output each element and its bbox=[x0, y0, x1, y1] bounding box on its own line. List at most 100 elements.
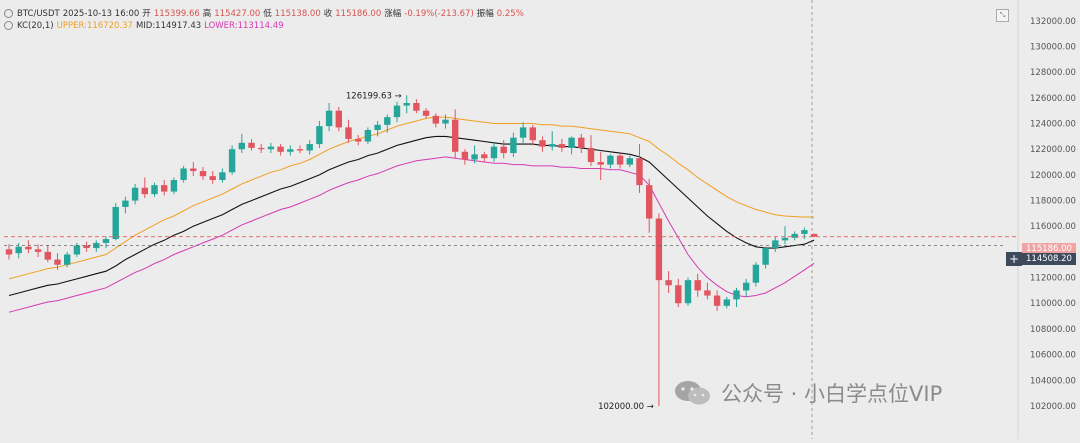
candle bbox=[325, 103, 333, 132]
candle bbox=[141, 177, 148, 198]
candle-body bbox=[228, 149, 236, 173]
candle-body bbox=[568, 137, 575, 148]
candle-body bbox=[384, 117, 391, 125]
low-annotation: 102000.00 → bbox=[598, 402, 654, 412]
amplitude-label: 振幅 bbox=[476, 9, 494, 19]
candle bbox=[801, 227, 808, 240]
indicator-eye-icon[interactable] bbox=[4, 21, 13, 30]
candle-body bbox=[665, 280, 672, 286]
close-value: 115186.00 bbox=[335, 9, 382, 19]
close-label: 收 bbox=[323, 9, 333, 19]
candle-body bbox=[141, 187, 148, 195]
candle-body bbox=[490, 146, 498, 159]
indicator-name: KC(20,1) bbox=[17, 21, 54, 31]
candle-body bbox=[267, 146, 275, 150]
datetime-label: 2025-10-13 16:00 bbox=[62, 9, 140, 19]
candle-body bbox=[403, 103, 410, 106]
candle-body bbox=[626, 158, 633, 165]
candle-body bbox=[151, 185, 158, 195]
candle bbox=[510, 132, 517, 157]
candle-body bbox=[616, 155, 624, 165]
candle-body bbox=[646, 185, 653, 219]
candle-body bbox=[83, 245, 90, 249]
candle-body bbox=[684, 280, 692, 304]
candle-body bbox=[762, 248, 769, 265]
candle bbox=[597, 151, 604, 181]
candle-body bbox=[519, 127, 527, 138]
candle bbox=[549, 131, 556, 151]
candle bbox=[384, 114, 391, 133]
candle-body bbox=[209, 176, 216, 181]
candle-body bbox=[277, 146, 284, 152]
candle-body bbox=[772, 240, 779, 249]
candle-body bbox=[364, 129, 372, 142]
candle bbox=[646, 178, 653, 233]
candle bbox=[723, 296, 730, 309]
low-label: 低 bbox=[263, 9, 272, 19]
crosshair-plus-icon[interactable]: + bbox=[1006, 252, 1022, 266]
candle-body bbox=[102, 239, 110, 243]
candle bbox=[587, 135, 595, 166]
change-label: 涨幅 bbox=[384, 9, 402, 19]
candle-body bbox=[442, 119, 449, 124]
candle-body bbox=[529, 127, 536, 141]
candle-body bbox=[335, 110, 342, 128]
candle-body bbox=[287, 149, 294, 152]
candle-body bbox=[180, 168, 187, 181]
kc-lower-value: LOWER:113114.49 bbox=[204, 21, 284, 31]
candle bbox=[762, 246, 769, 269]
candle-body bbox=[510, 137, 517, 154]
candle bbox=[364, 127, 372, 145]
candle bbox=[267, 142, 275, 154]
candle bbox=[713, 290, 721, 311]
candle-body bbox=[413, 103, 420, 111]
candle bbox=[180, 165, 187, 183]
kc-mid-value: MID:114917.43 bbox=[135, 21, 202, 31]
candle-body bbox=[743, 282, 750, 291]
candle bbox=[442, 114, 449, 129]
candle bbox=[335, 106, 342, 132]
candle bbox=[199, 167, 207, 181]
candle bbox=[743, 278, 750, 297]
candle bbox=[461, 149, 469, 165]
candle bbox=[539, 136, 546, 152]
expand-icon[interactable]: ⤡ bbox=[996, 9, 1009, 22]
candle bbox=[733, 287, 740, 308]
last-price-tag: 115186.00 bbox=[1022, 243, 1076, 255]
candle bbox=[102, 236, 110, 249]
candle bbox=[519, 122, 527, 145]
candle bbox=[131, 183, 139, 205]
candle-body bbox=[558, 144, 566, 148]
candle-body bbox=[258, 147, 265, 150]
candle bbox=[296, 145, 304, 154]
candle-body bbox=[190, 168, 197, 172]
candle-body bbox=[597, 162, 604, 165]
change-value: -0.19%(-213.67) bbox=[404, 9, 474, 19]
candle-body bbox=[325, 110, 333, 127]
y-tick-label: 120000.00 bbox=[1030, 171, 1076, 181]
candle bbox=[636, 144, 643, 193]
y-tick-label: 102000.00 bbox=[1030, 402, 1076, 412]
candle-body bbox=[500, 146, 507, 154]
y-tick-label: 132000.00 bbox=[1030, 17, 1076, 27]
candle bbox=[219, 168, 226, 183]
candle-body bbox=[374, 124, 381, 130]
candle-body bbox=[112, 206, 119, 240]
candle bbox=[781, 226, 789, 245]
candle bbox=[471, 145, 478, 164]
visibility-eye-icon[interactable] bbox=[4, 9, 13, 18]
candle bbox=[578, 133, 585, 154]
y-tick-label: 122000.00 bbox=[1030, 145, 1076, 155]
candle-body bbox=[432, 115, 439, 124]
y-tick-label: 112000.00 bbox=[1030, 274, 1076, 284]
low-value: 115138.00 bbox=[274, 9, 321, 19]
kc-upper-line bbox=[8, 116, 815, 280]
candle bbox=[287, 145, 294, 156]
candle-body bbox=[44, 251, 51, 260]
candle bbox=[568, 136, 575, 155]
candle bbox=[432, 113, 439, 128]
symbol-label: BTC/USDT bbox=[17, 9, 60, 19]
open-label: 开 bbox=[142, 9, 151, 19]
